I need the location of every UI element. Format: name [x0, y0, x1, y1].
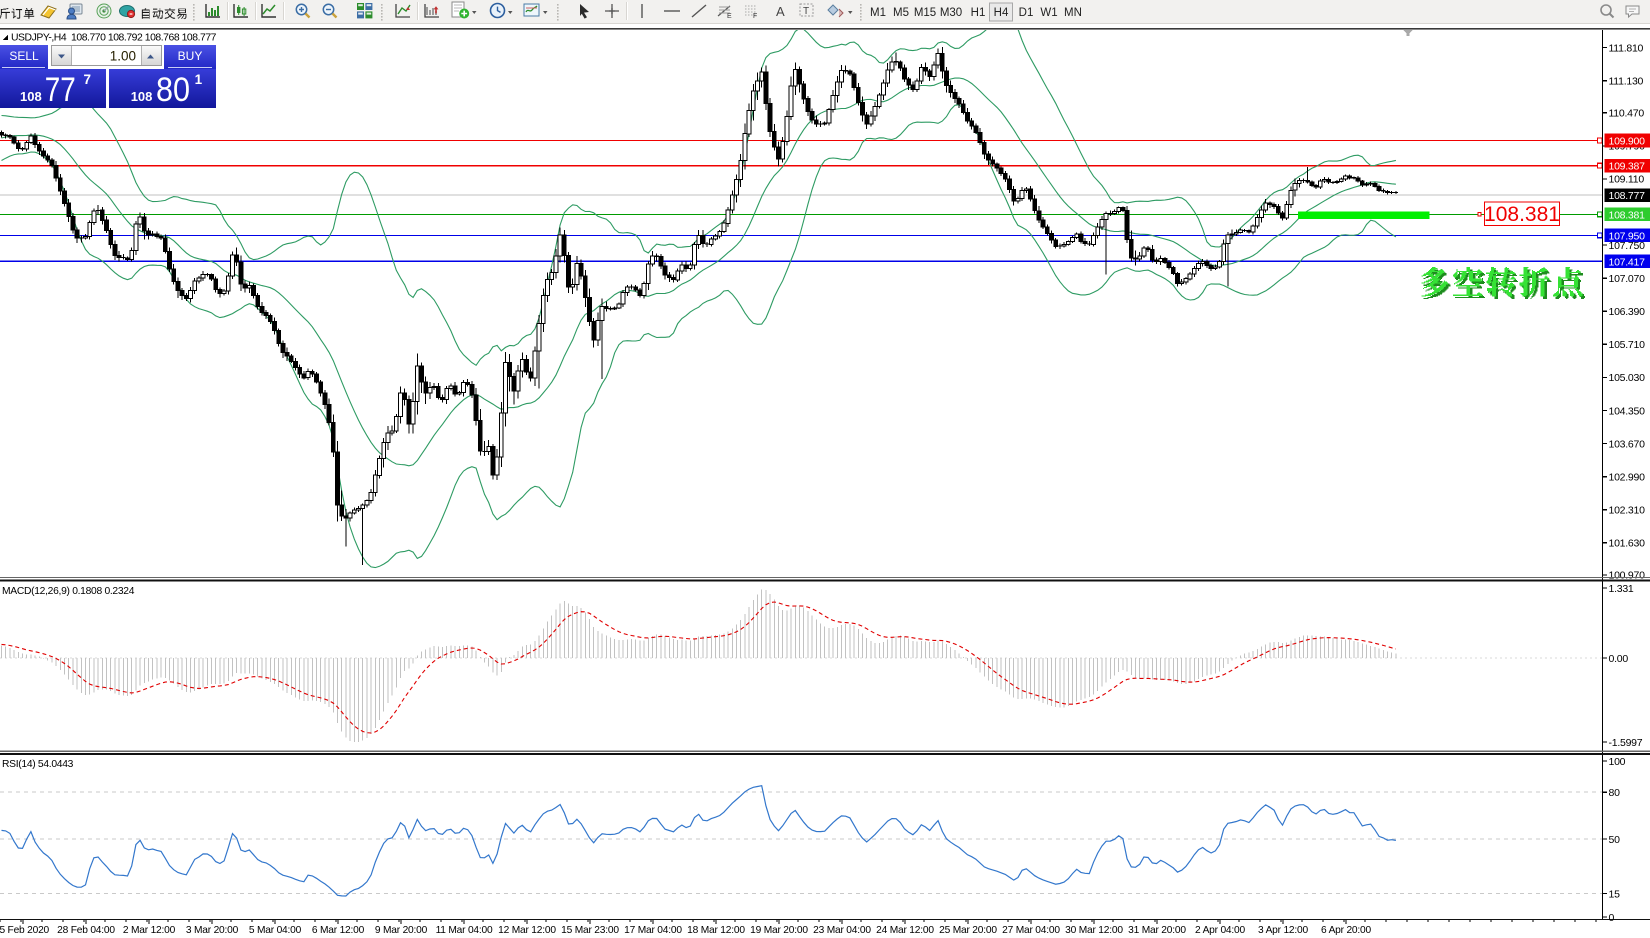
svg-text:50: 50	[1609, 834, 1621, 846]
svg-text:18 Mar 12:00: 18 Mar 12:00	[687, 925, 745, 936]
svg-text:107.750: 107.750	[1609, 240, 1646, 252]
svg-text:MACD(12,26,9) 0.1808 0.2324: MACD(12,26,9) 0.1808 0.2324	[2, 586, 135, 597]
svg-text:1.331: 1.331	[1609, 583, 1634, 595]
svg-text:M30: M30	[940, 7, 962, 19]
svg-text:80: 80	[156, 70, 190, 108]
svg-text:25 Mar 20:00: 25 Mar 20:00	[939, 925, 997, 936]
svg-text:F: F	[753, 13, 757, 20]
svg-text:A: A	[776, 4, 785, 19]
svg-text:15: 15	[1609, 888, 1621, 900]
svg-text:2 Apr 04:00: 2 Apr 04:00	[1195, 925, 1245, 936]
svg-text:3 Apr 12:00: 3 Apr 12:00	[1258, 925, 1308, 936]
svg-text:101.630: 101.630	[1609, 538, 1646, 550]
svg-text:T: T	[803, 6, 809, 17]
svg-text:107.070: 107.070	[1609, 273, 1646, 285]
svg-text:105.030: 105.030	[1609, 372, 1646, 384]
svg-text:111.810: 111.810	[1609, 42, 1644, 54]
svg-text:0: 0	[1609, 912, 1615, 924]
svg-text:RSI(14) 54.0443: RSI(14) 54.0443	[2, 759, 74, 770]
svg-text:23 Mar 04:00: 23 Mar 04:00	[813, 925, 871, 936]
svg-text:108.777: 108.777	[1609, 190, 1646, 202]
svg-text:17 Mar 04:00: 17 Mar 04:00	[624, 925, 682, 936]
svg-text:27 Mar 04:00: 27 Mar 04:00	[1002, 925, 1060, 936]
svg-text:MN: MN	[1064, 7, 1082, 19]
svg-text:109.387: 109.387	[1609, 161, 1646, 173]
svg-text:6 Mar 12:00: 6 Mar 12:00	[312, 925, 365, 936]
svg-text:7: 7	[84, 72, 92, 87]
svg-text:28 Feb 04:00: 28 Feb 04:00	[57, 925, 115, 936]
svg-text:107.417: 107.417	[1609, 256, 1646, 268]
svg-text:30 Mar 12:00: 30 Mar 12:00	[1065, 925, 1123, 936]
svg-text:100: 100	[1609, 756, 1626, 768]
svg-text:77: 77	[45, 70, 76, 108]
svg-text:31 Mar 20:00: 31 Mar 20:00	[1128, 925, 1186, 936]
svg-text:E: E	[727, 13, 732, 20]
svg-text:H1: H1	[971, 7, 986, 19]
svg-text:1.00: 1.00	[110, 48, 136, 63]
svg-text:25 Feb 2020: 25 Feb 2020	[0, 925, 50, 936]
svg-text:100.970: 100.970	[1609, 570, 1646, 582]
svg-text:104.350: 104.350	[1609, 405, 1646, 417]
svg-text:108: 108	[20, 88, 42, 103]
svg-text:M15: M15	[914, 7, 936, 19]
svg-text:108.381: 108.381	[1609, 209, 1646, 221]
svg-text:109.110: 109.110	[1609, 174, 1645, 186]
svg-text:W1: W1	[1040, 7, 1057, 19]
svg-text:H4: H4	[994, 7, 1009, 19]
svg-text:111.130: 111.130	[1609, 76, 1644, 88]
svg-text:24 Mar 12:00: 24 Mar 12:00	[876, 925, 934, 936]
svg-text:M5: M5	[893, 7, 909, 19]
svg-text:108: 108	[131, 88, 153, 103]
svg-text:11 Mar 04:00: 11 Mar 04:00	[436, 925, 493, 936]
svg-text:15 Mar 23:00: 15 Mar 23:00	[561, 925, 619, 936]
svg-text:5 Mar 04:00: 5 Mar 04:00	[249, 925, 302, 936]
svg-text:-1.5997: -1.5997	[1609, 737, 1643, 749]
svg-text:102.310: 102.310	[1609, 505, 1646, 517]
svg-text:D1: D1	[1019, 7, 1034, 19]
svg-text:M1: M1	[870, 7, 886, 19]
svg-text:6 Apr 20:00: 6 Apr 20:00	[1321, 925, 1371, 936]
svg-text:109.900: 109.900	[1609, 136, 1646, 148]
svg-text:1: 1	[195, 72, 203, 87]
svg-text:108.381: 108.381	[1484, 203, 1560, 226]
svg-text:3 Mar 20:00: 3 Mar 20:00	[186, 925, 239, 936]
svg-text:105.710: 105.710	[1609, 339, 1646, 351]
svg-text:102.990: 102.990	[1609, 472, 1646, 484]
svg-text:107.950: 107.950	[1609, 230, 1646, 242]
svg-text:106.390: 106.390	[1609, 306, 1646, 318]
svg-text:9 Mar 20:00: 9 Mar 20:00	[375, 925, 428, 936]
svg-text:USDJPY-,H4 108.770 108.792 10: USDJPY-,H4 108.770 108.792 108.768 108.7…	[11, 33, 217, 44]
svg-text:12 Mar 12:00: 12 Mar 12:00	[498, 925, 556, 936]
svg-text:80: 80	[1609, 787, 1621, 799]
svg-text:103.670: 103.670	[1609, 438, 1646, 450]
svg-text:2 Mar 12:00: 2 Mar 12:00	[123, 925, 176, 936]
svg-text:19 Mar 20:00: 19 Mar 20:00	[750, 925, 808, 936]
svg-text:0.00: 0.00	[1609, 653, 1629, 665]
svg-text:110.470: 110.470	[1609, 108, 1645, 120]
